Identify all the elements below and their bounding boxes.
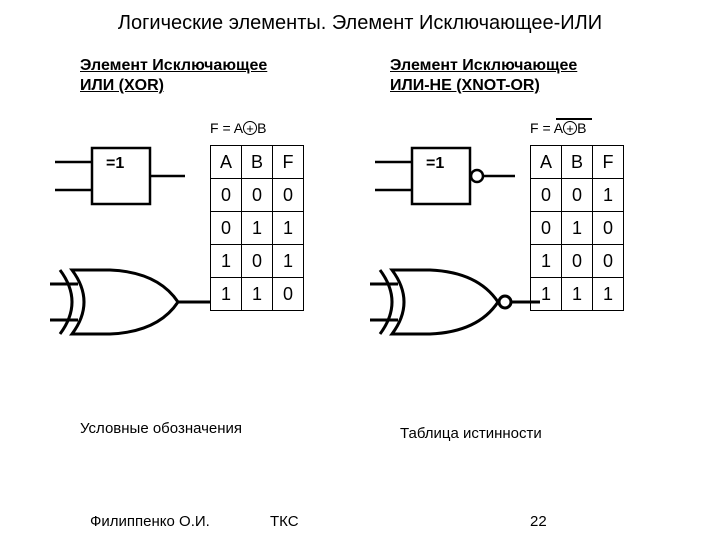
page-title: Логические элементы. Элемент Исключающее… (0, 12, 720, 35)
col-header: A (531, 146, 562, 179)
xor-heading-line1: Элемент Исключающее (80, 57, 267, 74)
xnor-formula-prefix: F = A (530, 120, 563, 136)
xor-formula-prefix: F = A (210, 120, 243, 136)
col-header: A (211, 146, 242, 179)
col-header: B (242, 146, 273, 179)
xnor-heading-line1: Элемент Исключающее (390, 57, 577, 74)
caption-truth-table: Таблица истинности (400, 425, 542, 442)
caption-symbols: Условные обозначения (80, 420, 242, 437)
xor-heading: Элемент Исключающее ИЛИ (XOR) (80, 56, 267, 96)
xor-ansi-symbol (50, 260, 220, 350)
table-row: A B F (211, 146, 304, 179)
footer-page: 22 (530, 513, 547, 530)
page: Логические элементы. Элемент Исключающее… (0, 0, 720, 540)
table-row: 111 (531, 278, 624, 311)
xnor-ansi-symbol (370, 260, 550, 350)
oplus-icon: + (563, 120, 577, 136)
xor-truth-table: A B F 000 011 101 110 (210, 145, 304, 311)
title-prefix: Логические элементы. Элемент (118, 12, 419, 34)
xor-iec-symbol: =1 (50, 140, 200, 220)
inversion-bubble-icon (471, 170, 483, 182)
table-row: 101 (211, 245, 304, 278)
table-row: A B F (531, 146, 624, 179)
xnor-truth-table: A B F 001 010 100 111 (530, 145, 624, 311)
xor-formula: F = A+B (210, 120, 266, 136)
table-row: 001 (531, 179, 624, 212)
oplus-icon: + (243, 120, 257, 136)
xnor-iec-symbol: =1 (370, 140, 530, 220)
xor-formula-suffix: B (257, 120, 266, 136)
table-row: 000 (211, 179, 304, 212)
table-row: 110 (211, 278, 304, 311)
footer-author: Филиппенко О.И. (90, 513, 210, 530)
xor-iec-label: =1 (106, 155, 124, 172)
xnor-formula-suffix: B (577, 120, 586, 136)
xor-heading-line2: ИЛИ (XOR) (80, 77, 164, 94)
footer-course: ТКС (270, 513, 299, 530)
col-header: F (273, 146, 304, 179)
xnor-iec-label: =1 (426, 155, 444, 172)
table-row: 100 (531, 245, 624, 278)
col-header: B (562, 146, 593, 179)
xnor-heading: Элемент Исключающее ИЛИ-НЕ (XNOT-OR) (390, 56, 577, 96)
table-row: 010 (531, 212, 624, 245)
title-main: Исключающее-ИЛИ (419, 12, 602, 34)
xnor-heading-line2: ИЛИ-НЕ (XNOT-OR) (390, 77, 540, 94)
table-row: 011 (211, 212, 304, 245)
xnor-formula: F = A+B (530, 120, 586, 136)
col-header: F (593, 146, 624, 179)
inversion-bubble-icon (499, 296, 511, 308)
